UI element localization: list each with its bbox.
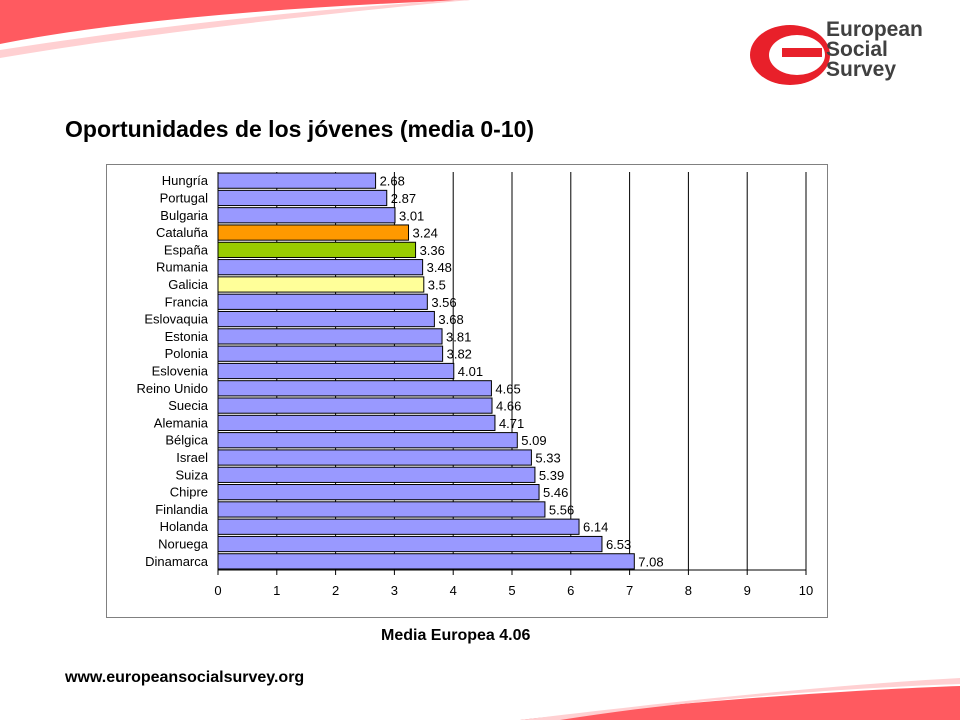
website-url: www.europeansocialsurvey.org xyxy=(65,669,305,686)
category-label: Rumania xyxy=(156,260,209,275)
value-label: 4.66 xyxy=(496,399,521,414)
bar xyxy=(217,224,410,241)
category-label: Suecia xyxy=(168,398,209,413)
value-label: 5.33 xyxy=(535,451,560,466)
value-label: 6.53 xyxy=(606,537,631,552)
value-label: 3.01 xyxy=(399,208,424,223)
x-tick-label: 2 xyxy=(332,583,339,598)
top-swoosh xyxy=(0,0,470,44)
bar xyxy=(217,276,425,293)
x-tick-label: 8 xyxy=(685,583,692,598)
value-label: 7.08 xyxy=(638,554,663,569)
x-tick-label: 7 xyxy=(626,583,633,598)
value-label: 4.65 xyxy=(495,381,520,396)
value-label: 3.81 xyxy=(446,329,471,344)
logo-line-2: Social xyxy=(826,38,888,61)
value-label: 3.82 xyxy=(447,347,472,362)
bar xyxy=(217,362,455,380)
bar xyxy=(217,397,493,414)
page-title: Oportunidades de los jóvenes (media 0-10… xyxy=(65,116,535,142)
bar-chart: Hungría 2.68 Portugal 2.87 Bulgaria 3.01 Catal… xyxy=(136,172,813,598)
bar xyxy=(217,518,580,535)
bottom-swoosh xyxy=(520,686,960,720)
bar xyxy=(217,172,377,189)
category-label: Portugal xyxy=(160,190,209,205)
value-label: 6.14 xyxy=(583,520,608,535)
x-tick-label: 3 xyxy=(391,583,398,598)
category-label: España xyxy=(164,242,209,257)
logo-line-3: Survey xyxy=(826,58,897,81)
category-label: Eslovaquia xyxy=(144,312,208,327)
category-label: Chipre xyxy=(170,485,208,500)
x-tick-label: 6 xyxy=(567,583,574,598)
bar xyxy=(217,553,635,570)
bar xyxy=(217,189,388,207)
category-label: Polonia xyxy=(165,346,209,361)
category-label: Holanda xyxy=(160,519,209,534)
category-label: Dinamarca xyxy=(145,554,209,569)
chart-frame: Hungría 2.68 Portugal 2.87 Bulgaria 3.01 Catal… xyxy=(106,164,828,618)
bar xyxy=(217,328,443,345)
value-label: 3.24 xyxy=(413,226,438,241)
bar xyxy=(217,414,496,432)
bar xyxy=(217,241,417,258)
value-label: 3.68 xyxy=(438,312,463,327)
bar xyxy=(217,484,540,501)
value-label: 2.68 xyxy=(380,174,405,189)
logo-line-1: European xyxy=(826,18,923,41)
category-label: Finlandia xyxy=(155,502,209,517)
category-label: Eslovenia xyxy=(152,364,209,379)
logo-wordmark: European Social Survey xyxy=(826,18,946,81)
category-label: Israel xyxy=(176,450,208,465)
x-tick-label: 5 xyxy=(508,583,515,598)
bar xyxy=(217,535,603,553)
x-tick-label: 9 xyxy=(744,583,751,598)
value-label: 3.56 xyxy=(431,295,456,310)
value-label: 3.5 xyxy=(428,277,446,292)
bar xyxy=(217,432,518,449)
bar xyxy=(217,259,424,276)
category-label: Suiza xyxy=(175,467,208,482)
bar xyxy=(217,293,428,310)
category-label: Galicia xyxy=(168,277,209,292)
category-label: Reino Unido xyxy=(136,381,208,396)
x-tick-label: 0 xyxy=(214,583,221,598)
value-label: 3.48 xyxy=(427,260,452,275)
value-label: 5.46 xyxy=(543,485,568,500)
category-label: Alemania xyxy=(154,415,209,430)
bar xyxy=(217,310,435,328)
value-label: 3.36 xyxy=(420,243,445,258)
category-label: Francia xyxy=(165,294,209,309)
category-label: Estonia xyxy=(165,329,209,344)
bar xyxy=(217,207,396,224)
category-label: Hungría xyxy=(162,173,209,188)
x-tick-label: 1 xyxy=(273,583,280,598)
value-label: 4.01 xyxy=(458,364,483,379)
category-label: Bulgaria xyxy=(160,208,208,223)
value-label: 4.71 xyxy=(499,416,524,431)
value-label: 2.87 xyxy=(391,191,416,206)
value-label: 5.09 xyxy=(521,433,546,448)
category-label: Noruega xyxy=(158,537,209,552)
bar xyxy=(217,345,444,362)
bottom-swoosh-highlight xyxy=(520,678,960,720)
category-label: Bélgica xyxy=(165,433,208,448)
bar xyxy=(217,380,492,397)
x-tick-label: 10 xyxy=(799,583,813,598)
category-label: Cataluña xyxy=(156,225,209,240)
x-tick-label: 4 xyxy=(450,583,457,598)
value-label: 5.39 xyxy=(539,468,564,483)
value-label: 5.56 xyxy=(549,502,574,517)
bar xyxy=(217,449,532,466)
logo-mark xyxy=(750,25,830,85)
european-average-note: Media Europea 4.06 xyxy=(381,627,531,644)
bar xyxy=(217,501,546,518)
bar xyxy=(217,466,536,483)
